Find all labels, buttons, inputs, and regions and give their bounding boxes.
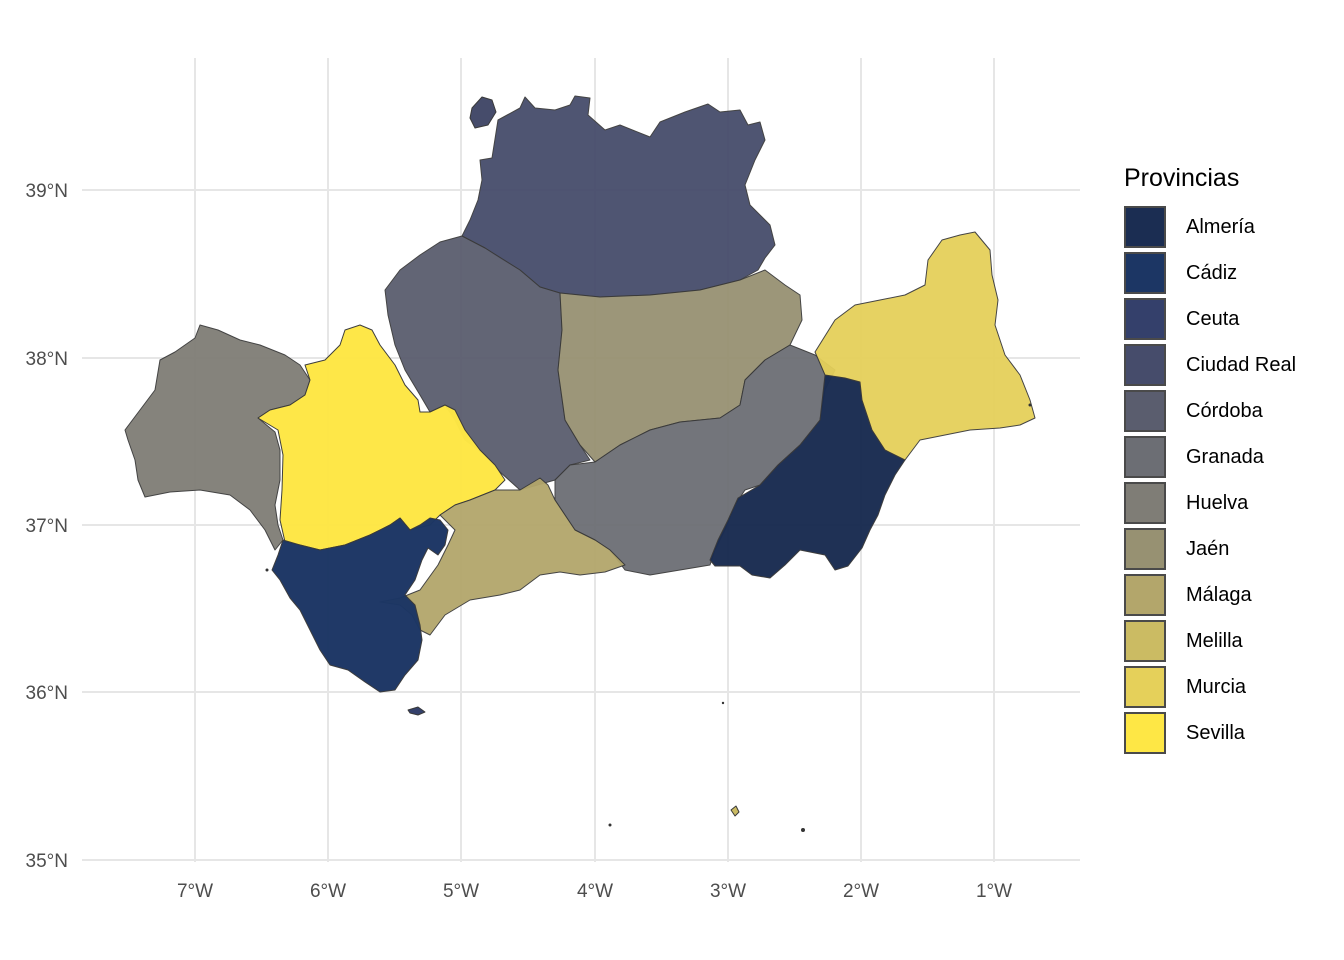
islet-small-2 bbox=[801, 828, 805, 832]
legend-item: Ciudad Real bbox=[1124, 342, 1296, 388]
legend-label: Málaga bbox=[1186, 583, 1252, 606]
legend-item: Ceuta bbox=[1124, 296, 1296, 342]
legend-title: Provincias bbox=[1124, 164, 1240, 192]
legend-swatch bbox=[1124, 712, 1166, 754]
x-tick: 5°W bbox=[443, 881, 479, 902]
legend-item: Jaén bbox=[1124, 526, 1296, 572]
legend-swatch bbox=[1124, 390, 1166, 432]
x-tick: 2°W bbox=[843, 881, 879, 902]
legend-label: Granada bbox=[1186, 445, 1264, 468]
legend-swatch bbox=[1124, 574, 1166, 616]
legend-item: Granada bbox=[1124, 434, 1296, 480]
y-axis-ticks: 39°N 38°N 37°N 36°N 35°N bbox=[26, 181, 68, 872]
legend-label: Melilla bbox=[1186, 629, 1243, 652]
legend-label: Ceuta bbox=[1186, 307, 1240, 330]
islet-small-4 bbox=[265, 568, 269, 572]
legend-item: Huelva bbox=[1124, 480, 1296, 526]
legend-swatch bbox=[1124, 482, 1166, 524]
x-tick: 1°W bbox=[976, 881, 1012, 902]
x-tick: 7°W bbox=[177, 881, 213, 902]
legend-label: Ciudad Real bbox=[1186, 353, 1297, 376]
legend-label: Almería bbox=[1186, 215, 1255, 238]
province-murcia bbox=[814, 231, 1036, 461]
x-tick: 4°W bbox=[577, 881, 613, 902]
legend-items: Almería Cádiz Ceuta Ciudad Real Córdoba Grana… bbox=[1124, 204, 1296, 756]
legend-swatch bbox=[1124, 528, 1166, 570]
x-tick: 3°W bbox=[710, 881, 746, 902]
legend-swatch bbox=[1124, 344, 1166, 386]
legend-label: Córdoba bbox=[1186, 399, 1263, 422]
legend-swatch bbox=[1124, 436, 1166, 478]
legend: Provincias Almería Cádiz Ceuta Ciudad Real C… bbox=[1124, 164, 1296, 756]
legend-item: Melilla bbox=[1124, 618, 1296, 664]
legend-item: Murcia bbox=[1124, 664, 1296, 710]
legend-swatch bbox=[1124, 206, 1166, 248]
x-axis-ticks: 7°W 6°W 5°W 4°W 3°W 2°W 1°W bbox=[177, 881, 1012, 902]
y-tick: 38°N bbox=[26, 349, 68, 370]
legend-item: Málaga bbox=[1124, 572, 1296, 618]
melilla bbox=[730, 805, 740, 817]
province-malaga bbox=[379, 477, 626, 636]
province-cadiz bbox=[271, 517, 449, 693]
province-huelva bbox=[124, 324, 311, 551]
legend-swatch bbox=[1124, 666, 1166, 708]
y-tick: 36°N bbox=[26, 683, 68, 704]
legend-item: Córdoba bbox=[1124, 388, 1296, 434]
legend-swatch bbox=[1124, 298, 1166, 340]
x-tick: 6°W bbox=[310, 881, 346, 902]
y-tick: 37°N bbox=[26, 516, 68, 537]
legend-label: Murcia bbox=[1186, 675, 1247, 698]
legend-swatch bbox=[1124, 252, 1166, 294]
province-ciudad-real-islet bbox=[469, 96, 497, 129]
islet-small-1 bbox=[608, 823, 612, 827]
legend-label: Huelva bbox=[1186, 491, 1249, 514]
islet-small-3 bbox=[721, 701, 725, 705]
legend-label: Jaén bbox=[1186, 537, 1230, 560]
legend-item: Sevilla bbox=[1124, 710, 1296, 756]
islet-small-5 bbox=[1028, 403, 1032, 407]
y-tick: 35°N bbox=[26, 851, 68, 872]
ceuta bbox=[407, 706, 426, 716]
y-tick: 39°N bbox=[26, 181, 68, 202]
legend-label: Cádiz bbox=[1186, 261, 1238, 284]
legend-item: Cádiz bbox=[1124, 250, 1296, 296]
provinces bbox=[124, 95, 1036, 832]
legend-label: Sevilla bbox=[1186, 721, 1245, 744]
legend-swatch bbox=[1124, 620, 1166, 662]
legend-item: Almería bbox=[1124, 204, 1296, 250]
